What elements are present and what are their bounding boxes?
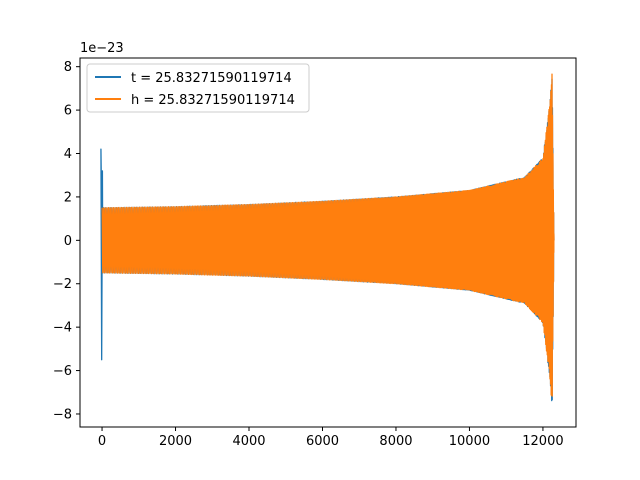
x-tick-label: 10000 [449,434,490,449]
x-tick-label: 6000 [306,434,339,449]
legend-box [86,63,310,113]
x-tick-label: 12000 [522,434,563,449]
x-tick-label: 4000 [232,434,265,449]
y-tick-label: −6 [53,364,72,379]
legend-label: t = 25.83271590119714 [131,71,292,86]
series-line-1 [101,73,555,397]
y-tick-label: 8 [64,60,72,75]
axes: 0 2000 4000 6000 8000 10000 12000 −8 −6 −4 −2 0 2 4 6 8 [53,57,577,449]
x-tick-label: 8000 [379,434,412,449]
legend: t = 25.83271590119714 h = 25.832715901197… [86,63,310,113]
y-tick-label: −4 [53,321,72,336]
y-tick-label: −8 [53,407,72,422]
y-tick-label: 4 [64,147,72,162]
plot-area [100,73,555,402]
y-offset-text: 1e−23 [80,41,124,56]
y-tick-label: 0 [64,234,72,249]
y-tick-label: 2 [64,190,72,205]
y-tick-label: −2 [53,277,72,292]
plot-frame [79,57,577,428]
x-tick-label: 2000 [159,434,192,449]
y-tick-label: 6 [64,104,72,119]
legend-label: h = 25.83271590119714 [131,93,295,108]
x-tick-label: 0 [98,434,106,449]
